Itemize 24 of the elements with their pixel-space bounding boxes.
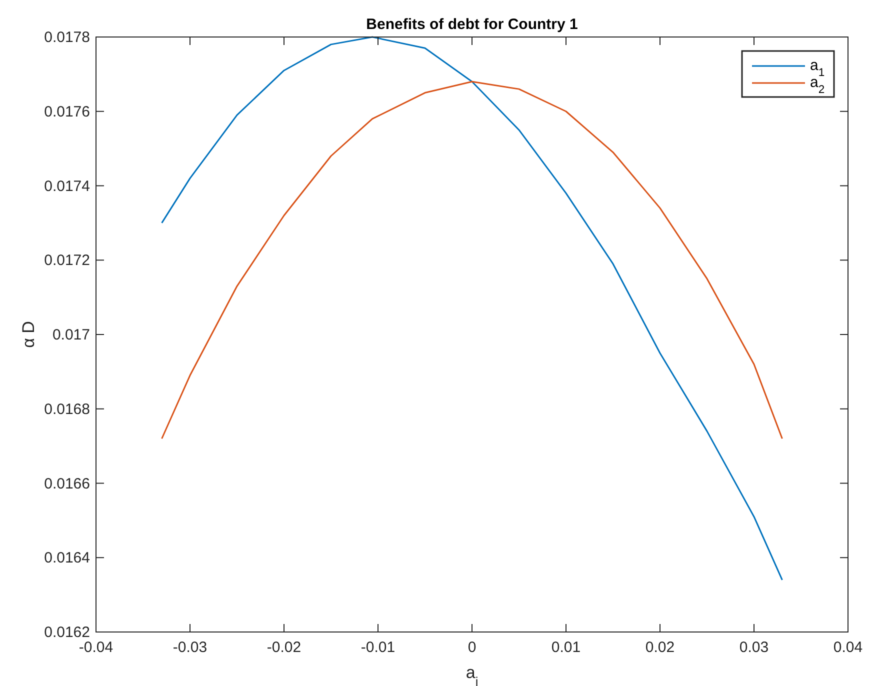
y-tick-label: 0.017 [52,326,90,344]
line-series [161,36,783,581]
x-tick-label: 0 [468,639,476,656]
y-tick-label: 0.0176 [44,103,90,120]
y-tick-label: 0.0174 [44,178,90,195]
y-axis-title: α D [19,321,38,348]
legend-label: a$_{1}$ [810,57,825,79]
y-tick-label: 0.0162 [44,624,90,641]
x-tick-label: 0.02 [645,639,675,656]
y-tick-label: 0.0172 [44,252,90,270]
y-tick-label: 0.0164 [44,550,90,567]
x-tick-label: -0.04 [78,639,114,656]
y-tick-label: 0.0166 [44,475,90,492]
x-tick-label: -0.01 [360,639,396,656]
x-tick-label: 0.03 [739,639,769,656]
line-series [161,80,783,440]
y-tick-label: 0.0178 [44,29,90,46]
x-tick-label: -0.02 [266,639,302,656]
x-tick-label: 0.04 [833,639,863,656]
chart-title: Benefits of debt for Country 1 [366,16,578,33]
y-tick-label: 0.0168 [44,400,90,418]
x-axis-title: a$_{i}$ [466,663,478,686]
x-tick-label: -0.03 [172,639,208,656]
x-tick-label: 0.01 [551,639,581,656]
